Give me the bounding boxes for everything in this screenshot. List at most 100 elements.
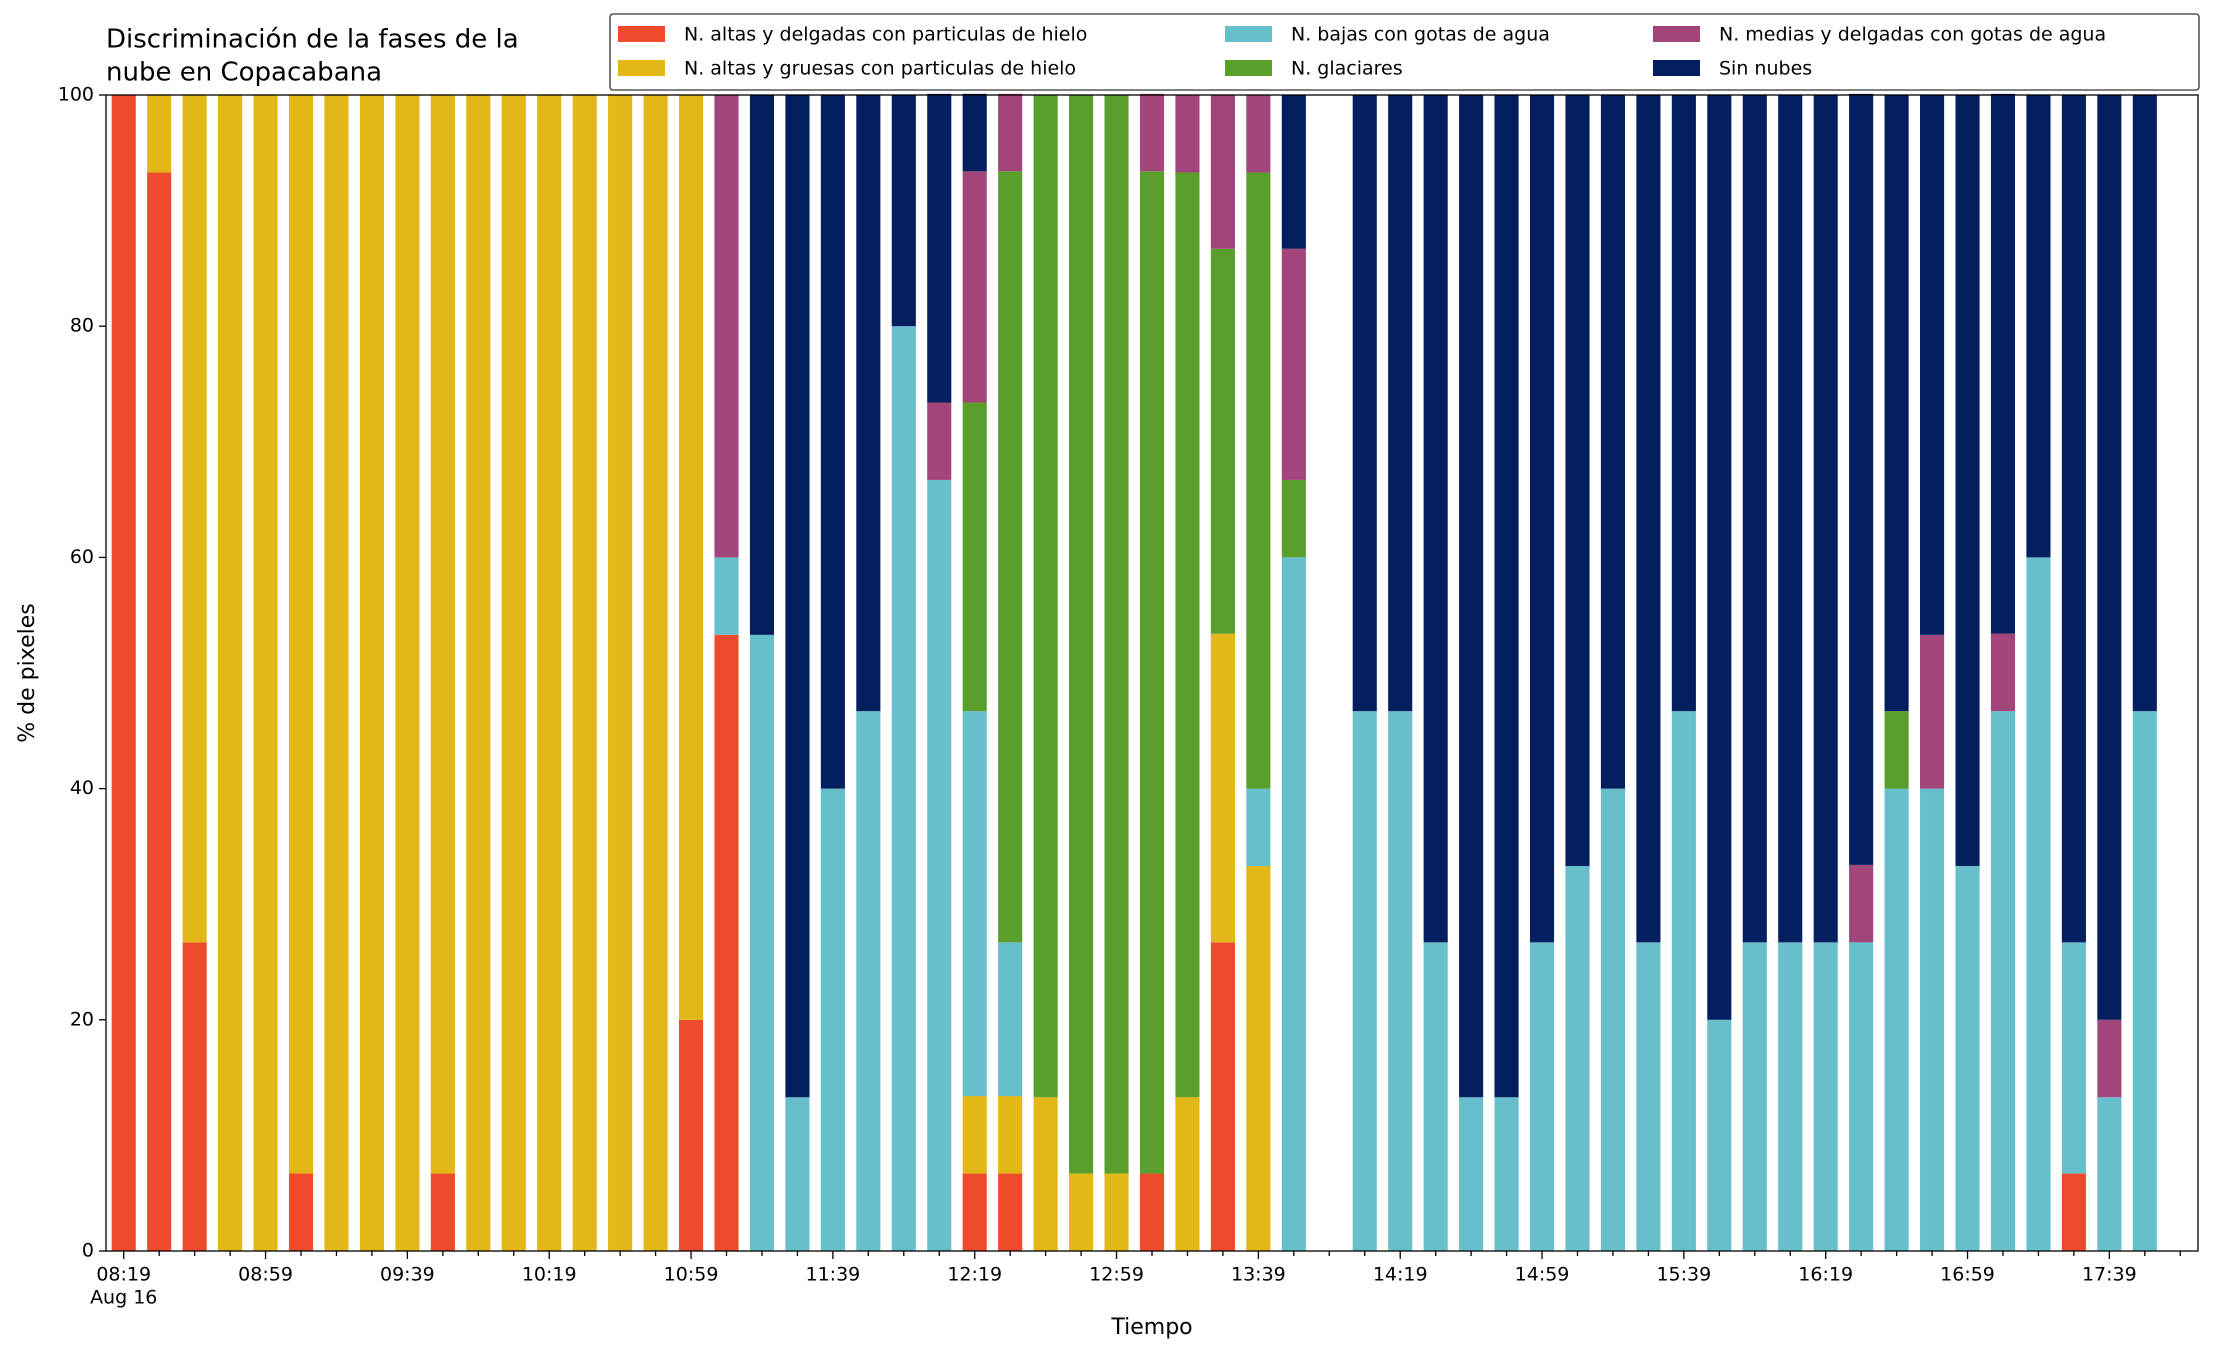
bar-segment bbox=[147, 172, 172, 1251]
x-tick-label: 14:59 bbox=[1515, 1264, 1570, 1286]
bar-segment bbox=[1210, 95, 1235, 249]
bar-segment bbox=[2061, 942, 2086, 1174]
bar-segment bbox=[1210, 633, 1235, 943]
bar-segment bbox=[1920, 788, 1945, 1251]
plot-frame bbox=[105, 94, 2199, 1252]
x-tick-label: 10:19 bbox=[522, 1264, 577, 1286]
bar-segment bbox=[359, 95, 384, 1251]
bar-segment bbox=[1388, 711, 1413, 1251]
x-tick-label: 10:59 bbox=[664, 1264, 719, 1286]
bar-segment bbox=[1813, 942, 1838, 1251]
y-axis-label: % de pixeles bbox=[15, 603, 40, 742]
bar-segment bbox=[820, 788, 845, 1251]
bar-segment bbox=[288, 95, 314, 1174]
bar-segment bbox=[1246, 788, 1271, 867]
x-tick-label: 13:39 bbox=[1231, 1264, 1286, 1286]
x-tick-label: 08:19 bbox=[96, 1264, 151, 1286]
bar-segment bbox=[1707, 95, 1732, 1020]
bar-segment bbox=[1955, 95, 1980, 867]
bar-segment bbox=[749, 634, 775, 1251]
bar-segment bbox=[1671, 95, 1696, 712]
x-tick-label: 16:19 bbox=[1798, 1264, 1853, 1286]
x-axis-label: Tiempo bbox=[1110, 1315, 1192, 1340]
bar-segment bbox=[1600, 788, 1626, 1251]
bar-segment bbox=[1494, 1097, 1519, 1251]
bar-segment bbox=[1352, 711, 1377, 1251]
bar-segment bbox=[1884, 788, 1909, 1251]
legend-swatch bbox=[618, 26, 665, 42]
bar-segment bbox=[1210, 248, 1235, 634]
bar-segment bbox=[1565, 866, 1590, 1251]
bar-segment bbox=[2026, 557, 2051, 1251]
bar-segment bbox=[927, 93, 952, 403]
bar-segment bbox=[608, 95, 633, 1251]
bar-segment bbox=[1423, 95, 1448, 943]
legend-label: N. medias y delgadas con gotas de agua bbox=[1719, 24, 2106, 46]
bar-segment bbox=[2026, 95, 2051, 558]
bar-segment bbox=[1813, 95, 1838, 943]
x-tick-label: 14:19 bbox=[1373, 1264, 1428, 1286]
bar-segment bbox=[749, 95, 775, 635]
bar-segment bbox=[2061, 1173, 2086, 1251]
bar-segment bbox=[1352, 95, 1377, 712]
legend-swatch bbox=[1225, 26, 1272, 42]
bar-segment bbox=[1707, 1019, 1732, 1251]
x-tick-label: 17:39 bbox=[2082, 1264, 2137, 1286]
bar-segment bbox=[1920, 634, 1945, 789]
bar-segment bbox=[927, 479, 952, 1251]
bar-segment bbox=[1990, 93, 2016, 634]
bar-segment bbox=[2097, 1097, 2122, 1251]
bar-segment bbox=[962, 171, 987, 403]
bar-segment bbox=[1459, 95, 1484, 1098]
legend-label: N. altas y gruesas con particulas de hie… bbox=[684, 58, 1076, 80]
bar-segment bbox=[1033, 1097, 1058, 1251]
bar-segment bbox=[785, 1097, 810, 1251]
bar-segment bbox=[1139, 171, 1165, 1174]
bar-segment bbox=[288, 1173, 314, 1251]
bar-segment bbox=[1388, 95, 1413, 712]
bar-segment bbox=[182, 95, 207, 943]
x-tick-label: 15:39 bbox=[1656, 1264, 1711, 1286]
bar-segment bbox=[1636, 942, 1661, 1251]
bar-segment bbox=[714, 95, 739, 558]
bar-segment bbox=[1281, 557, 1306, 1251]
bar-segment bbox=[714, 557, 739, 635]
bar-segment bbox=[856, 95, 881, 712]
bar-segment bbox=[998, 93, 1023, 172]
bar-segment bbox=[572, 95, 597, 1251]
x-tick-label: 09:39 bbox=[380, 1264, 435, 1286]
bar-segment bbox=[1281, 248, 1306, 480]
bar-segment bbox=[1281, 479, 1306, 558]
bar-segment bbox=[395, 95, 420, 1251]
bar-segment bbox=[1636, 95, 1661, 943]
bar-segment bbox=[891, 95, 916, 327]
bar-segment bbox=[1955, 866, 1980, 1251]
legend-label: N. bajas con gotas de agua bbox=[1291, 24, 1550, 46]
y-tick-label: 0 bbox=[82, 1240, 94, 1262]
bar-segment bbox=[1175, 1097, 1200, 1251]
bar-segment bbox=[785, 95, 810, 1098]
bar-segment bbox=[820, 95, 845, 789]
chart-title: Discriminación de la fases de la bbox=[106, 25, 519, 55]
bar-segment bbox=[1069, 1173, 1094, 1251]
bar-segment bbox=[678, 1019, 704, 1251]
x-tick-label: 16:59 bbox=[1940, 1264, 1995, 1286]
bar-segment bbox=[1139, 1173, 1165, 1251]
bar-segment bbox=[1104, 95, 1129, 1174]
bar-segment bbox=[962, 93, 987, 172]
bar-segment bbox=[1529, 95, 1555, 943]
bar-segment bbox=[1742, 942, 1767, 1251]
legend-label: Sin nubes bbox=[1719, 58, 1812, 80]
bar-segment bbox=[1884, 95, 1909, 712]
bar-segment bbox=[2061, 95, 2086, 943]
bar-segment bbox=[147, 95, 172, 173]
bar-segment bbox=[998, 1096, 1023, 1174]
bar-segment bbox=[2097, 1019, 2122, 1098]
bar-segment bbox=[927, 402, 952, 480]
bar-segment bbox=[1529, 942, 1555, 1251]
legend-swatch bbox=[618, 60, 665, 76]
y-tick-label: 80 bbox=[70, 315, 94, 337]
legend-swatch bbox=[1653, 26, 1700, 42]
bar-segment bbox=[998, 942, 1023, 1097]
